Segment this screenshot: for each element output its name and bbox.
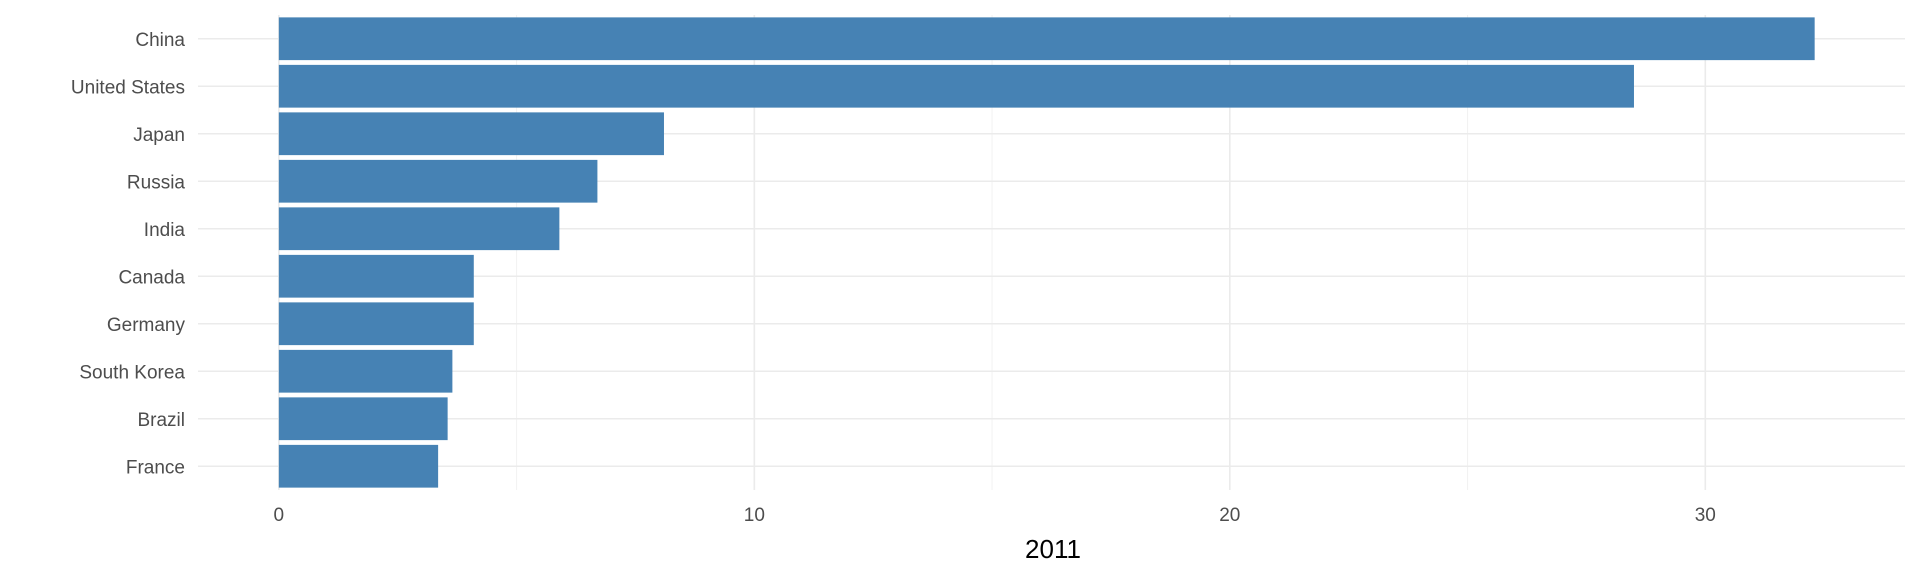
bar-india xyxy=(278,207,560,251)
category-label-germany: Germany xyxy=(107,315,186,336)
category-label-china: China xyxy=(135,30,185,51)
x-tick-label-20: 20 xyxy=(1219,505,1240,526)
x-tick-label-30: 30 xyxy=(1695,505,1716,526)
category-labels: China United States Japan Russia India Canada… xyxy=(71,30,186,479)
category-label-united-states: United States xyxy=(71,77,185,98)
bar-japan xyxy=(278,112,664,156)
x-axis-title: 2011 xyxy=(1025,534,1081,564)
x-tick-labels: 0 10 20 30 xyxy=(274,505,1716,526)
bar-russia xyxy=(278,159,598,203)
category-label-france: France xyxy=(126,457,185,478)
category-label-india: India xyxy=(144,220,186,241)
bar-united-states xyxy=(278,64,1634,108)
bar-canada xyxy=(278,254,474,298)
bar-china xyxy=(278,17,1815,61)
x-tick-label-0: 0 xyxy=(274,505,285,526)
category-label-russia: Russia xyxy=(127,172,186,193)
bar-germany xyxy=(278,302,474,346)
category-label-brazil: Brazil xyxy=(137,410,185,431)
category-label-south-korea: South Korea xyxy=(79,362,185,383)
bar-brazil xyxy=(278,397,448,441)
bar-south-korea xyxy=(278,349,453,393)
category-label-canada: Canada xyxy=(118,267,185,288)
bars xyxy=(278,17,1815,488)
x-tick-label-10: 10 xyxy=(744,505,765,526)
bar-france xyxy=(278,444,439,488)
category-label-japan: Japan xyxy=(133,125,185,146)
